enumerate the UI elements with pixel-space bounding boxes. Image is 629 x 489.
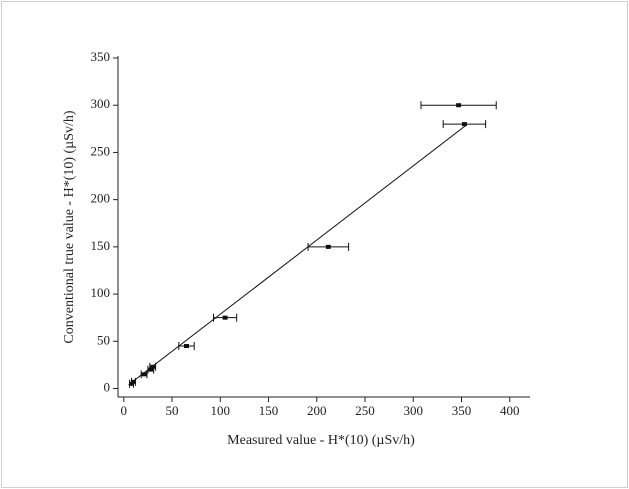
point xyxy=(148,367,154,372)
x-tick-label: 200 xyxy=(307,403,327,418)
x-tick-label: 350 xyxy=(452,403,472,418)
y-axis-title: Conventional true value - H*(10) (µSv/h) xyxy=(62,110,77,344)
x-tick-label: 150 xyxy=(259,403,279,418)
y-tick-label: 350 xyxy=(91,49,111,64)
y-tick-label: 50 xyxy=(97,332,110,347)
y-tick-label: 0 xyxy=(104,379,111,394)
y-tick-label: 150 xyxy=(91,238,111,253)
x-tick-label: 300 xyxy=(404,403,424,418)
y-tick-label: 250 xyxy=(91,143,111,158)
point xyxy=(150,364,156,369)
x-tick-label: 250 xyxy=(355,403,375,418)
point xyxy=(325,244,331,249)
fit-line xyxy=(128,124,467,386)
point xyxy=(129,381,135,386)
y-tick-label: 300 xyxy=(91,96,111,111)
x-tick-label: 100 xyxy=(211,403,231,418)
point xyxy=(184,344,190,349)
x-axis-title: Measured value - H*(10) (µSv/h) xyxy=(227,433,415,448)
point xyxy=(461,122,467,127)
y-tick-label: 200 xyxy=(91,191,111,206)
x-tick-label: 0 xyxy=(121,403,128,418)
x-tick-label: 400 xyxy=(500,403,520,418)
point xyxy=(141,372,147,377)
x-tick-label: 50 xyxy=(166,403,179,418)
point xyxy=(222,315,228,320)
y-tick-label: 100 xyxy=(91,285,111,300)
point xyxy=(456,103,462,108)
